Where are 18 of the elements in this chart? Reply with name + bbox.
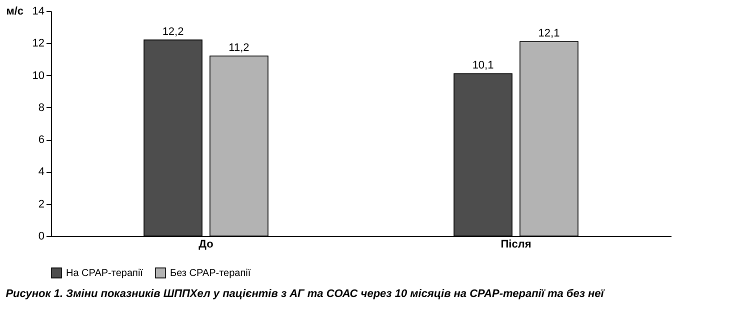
y-tick-label: 10 [32, 70, 44, 82]
y-tick-label: 6 [38, 134, 44, 146]
data-label: 12,2 [162, 26, 184, 38]
y-tick-label: 0 [38, 230, 44, 242]
x-tick-label: Після [500, 238, 532, 250]
y-tick-label: 14 [32, 6, 44, 18]
legend-label: На CPAP-терапії [66, 268, 144, 279]
y-tick-label: 8 [38, 102, 44, 114]
y-tick-label: 12 [32, 38, 44, 50]
y-axis-title: м/с [6, 6, 24, 18]
data-label: 12,1 [538, 28, 560, 40]
data-label: 10,1 [472, 60, 494, 72]
text: Рисунок 1. Зміни показників ШППХел у пацієнтів з АГ та СОАС через 10 місяців на CPAP-терапії та без неї [6, 288, 606, 300]
x-tick-label: До [198, 238, 214, 250]
data-label: 11,2 [228, 42, 250, 54]
y-tick-label: 4 [38, 166, 44, 178]
legend-label: Без CPAP-терапії [170, 268, 251, 279]
y-tick-label: 2 [38, 198, 44, 210]
